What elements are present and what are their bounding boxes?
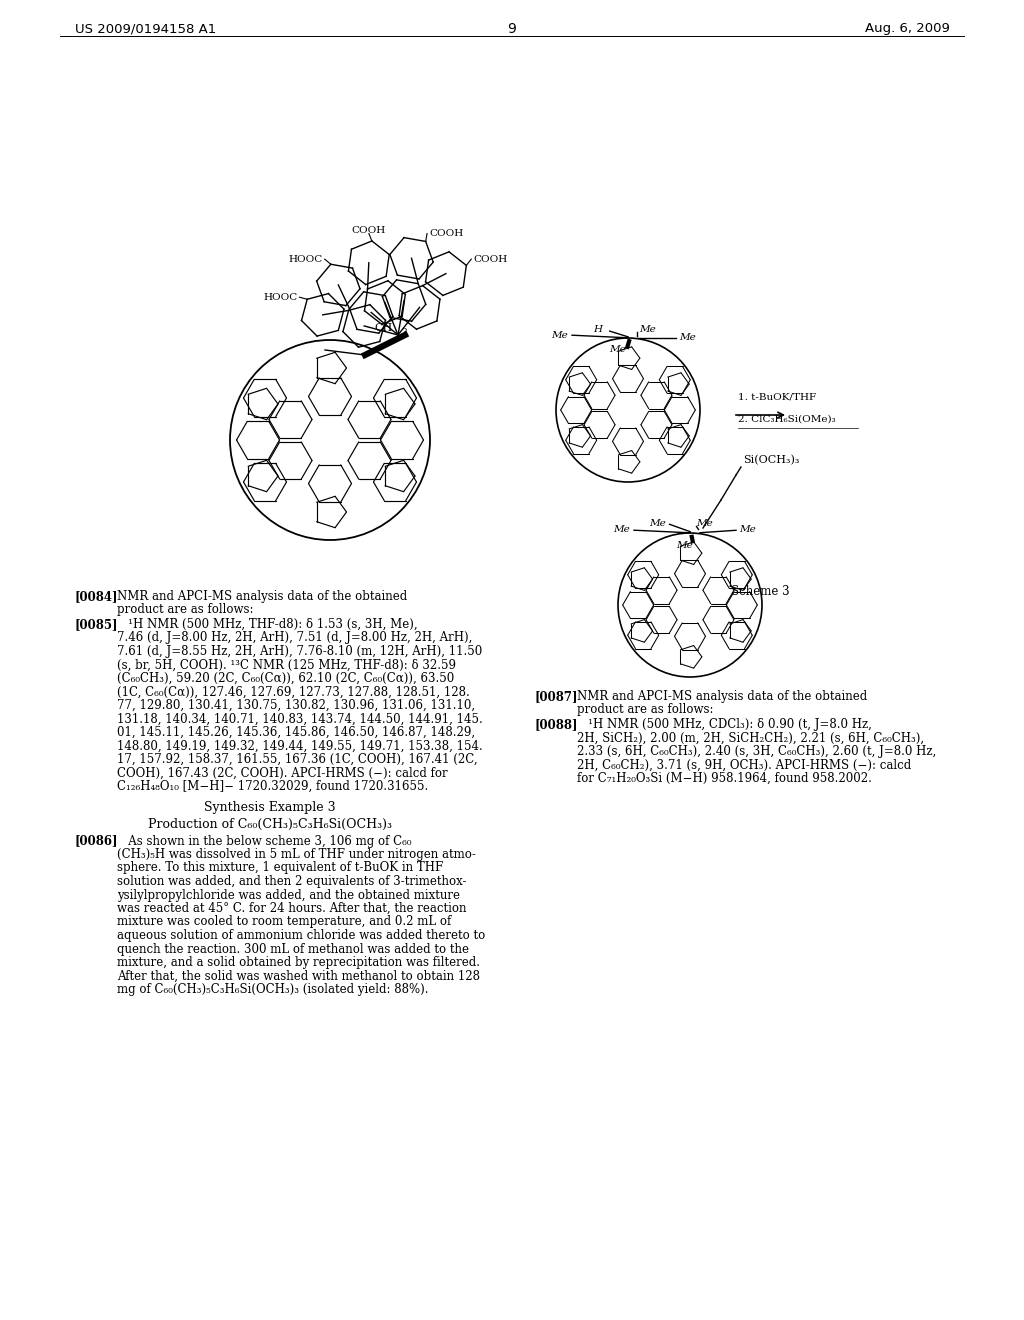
Text: As shown in the below scheme 3, 106 mg of C₆₀: As shown in the below scheme 3, 106 mg o… <box>117 834 412 847</box>
Text: Me: Me <box>649 519 667 528</box>
Text: [0084]: [0084] <box>75 590 119 603</box>
Text: 17, 157.92, 158.37, 161.55, 167.36 (1C, COOH), 167.41 (2C,: 17, 157.92, 158.37, 161.55, 167.36 (1C, … <box>117 752 477 766</box>
Text: 01, 145.11, 145.26, 145.36, 145.86, 146.50, 146.87, 148.29,: 01, 145.11, 145.26, 145.36, 145.86, 146.… <box>117 726 475 739</box>
Text: 2. ClC₃H₆Si(OMe)₃: 2. ClC₃H₆Si(OMe)₃ <box>738 414 836 424</box>
Text: mixture was cooled to room temperature, and 0.2 mL of: mixture was cooled to room temperature, … <box>117 916 452 928</box>
Text: 148.80, 149.19, 149.32, 149.44, 149.55, 149.71, 153.38, 154.: 148.80, 149.19, 149.32, 149.44, 149.55, … <box>117 739 482 752</box>
Text: solution was added, and then 2 equivalents of 3-trimethox-: solution was added, and then 2 equivalen… <box>117 875 467 888</box>
Text: NMR and APCI-MS analysis data of the obtained: NMR and APCI-MS analysis data of the obt… <box>577 690 867 704</box>
Text: Me: Me <box>739 525 757 535</box>
Text: 2H, C₆₀CH₂), 3.71 (s, 9H, OCH₃). APCI-HRMS (−): calcd: 2H, C₆₀CH₂), 3.71 (s, 9H, OCH₃). APCI-HR… <box>577 759 911 771</box>
Text: Me: Me <box>609 346 627 355</box>
Text: ysilylpropylchloride was added, and the obtained mixture: ysilylpropylchloride was added, and the … <box>117 888 460 902</box>
Text: (1C, C₆₀(Cα)), 127.46, 127.69, 127.73, 127.88, 128.51, 128.: (1C, C₆₀(Cα)), 127.46, 127.69, 127.73, 1… <box>117 685 470 698</box>
Text: Aug. 6, 2009: Aug. 6, 2009 <box>865 22 950 36</box>
Text: (C₆₀CH₃), 59.20 (2C, C₆₀(Cα)), 62.10 (2C, C₆₀(Cα)), 63.50: (C₆₀CH₃), 59.20 (2C, C₆₀(Cα)), 62.10 (2C… <box>117 672 455 685</box>
Text: mixture, and a solid obtained by reprecipitation was filtered.: mixture, and a solid obtained by repreci… <box>117 956 480 969</box>
Text: for C₇₁H₂₀O₃Si (M−H) 958.1964, found 958.2002.: for C₇₁H₂₀O₃Si (M−H) 958.1964, found 958… <box>577 772 871 785</box>
Text: quench the reaction. 300 mL of methanol was added to the: quench the reaction. 300 mL of methanol … <box>117 942 469 956</box>
Text: CH: CH <box>375 323 393 333</box>
Text: Scheme 3: Scheme 3 <box>731 585 790 598</box>
Text: 131.18, 140.34, 140.71, 140.83, 143.74, 144.50, 144.91, 145.: 131.18, 140.34, 140.71, 140.83, 143.74, … <box>117 713 482 726</box>
Text: sphere. To this mixture, 1 equivalent of t-BuOK in THF: sphere. To this mixture, 1 equivalent of… <box>117 862 443 874</box>
Text: HOOC: HOOC <box>263 293 297 302</box>
Text: Me: Me <box>613 525 631 535</box>
Text: 1. t-BuOK/THF: 1. t-BuOK/THF <box>738 393 816 403</box>
Text: 3: 3 <box>401 327 407 337</box>
Text: aqueous solution of ammonium chloride was added thereto to: aqueous solution of ammonium chloride wa… <box>117 929 485 942</box>
Text: (s, br, 5H, COOH). ¹³C NMR (125 MHz, THF-d8): δ 32.59: (s, br, 5H, COOH). ¹³C NMR (125 MHz, THF… <box>117 659 456 672</box>
Text: C₁₂₆H₄₈O₁₀ [M−H]− 1720.32029, found 1720.31655.: C₁₂₆H₄₈O₁₀ [M−H]− 1720.32029, found 1720… <box>117 780 428 793</box>
Text: 77, 129.80, 130.41, 130.75, 130.82, 130.96, 131.06, 131.10,: 77, 129.80, 130.41, 130.75, 130.82, 130.… <box>117 700 475 711</box>
Text: Me: Me <box>696 519 714 528</box>
Text: 7.61 (d, J=8.55 Hz, 2H, ArH), 7.76-8.10 (m, 12H, ArH), 11.50: 7.61 (d, J=8.55 Hz, 2H, ArH), 7.76-8.10 … <box>117 645 482 657</box>
Text: (CH₃)₅H was dissolved in 5 mL of THF under nitrogen atmo-: (CH₃)₅H was dissolved in 5 mL of THF und… <box>117 847 476 861</box>
Text: US 2009/0194158 A1: US 2009/0194158 A1 <box>75 22 216 36</box>
Text: ¹H NMR (500 MHz, CDCl₃): δ 0.90 (t, J=8.0 Hz,: ¹H NMR (500 MHz, CDCl₃): δ 0.90 (t, J=8.… <box>577 718 871 731</box>
Text: Me: Me <box>552 330 568 339</box>
Text: After that, the solid was washed with methanol to obtain 128: After that, the solid was washed with me… <box>117 969 480 982</box>
Text: product are as follows:: product are as follows: <box>577 704 714 717</box>
Text: Production of C₆₀(CH₃)₅C₃H₆Si(OCH₃)₃: Production of C₆₀(CH₃)₅C₃H₆Si(OCH₃)₃ <box>148 818 392 832</box>
Text: COOH: COOH <box>473 255 508 264</box>
Text: Me: Me <box>680 334 696 342</box>
Text: COOH), 167.43 (2C, COOH). APCI-HRMS (−): calcd for: COOH), 167.43 (2C, COOH). APCI-HRMS (−):… <box>117 767 447 780</box>
Text: Me: Me <box>677 540 693 549</box>
Text: ¹H NMR (500 MHz, THF-d8): δ 1.53 (s, 3H, Me),: ¹H NMR (500 MHz, THF-d8): δ 1.53 (s, 3H,… <box>117 618 418 631</box>
Text: mg of C₆₀(CH₃)₅C₃H₆Si(OCH₃)₃ (isolated yield: 88%).: mg of C₆₀(CH₃)₅C₃H₆Si(OCH₃)₃ (isolated y… <box>117 983 428 997</box>
Text: [0085]: [0085] <box>75 618 119 631</box>
Text: COOH: COOH <box>352 226 386 235</box>
Text: Si(OCH₃)₃: Si(OCH₃)₃ <box>743 454 800 465</box>
Text: was reacted at 45° C. for 24 hours. After that, the reaction: was reacted at 45° C. for 24 hours. Afte… <box>117 902 467 915</box>
Text: product are as follows:: product are as follows: <box>117 603 254 616</box>
Text: HOOC: HOOC <box>289 255 323 264</box>
Text: Synthesis Example 3: Synthesis Example 3 <box>204 801 336 814</box>
Text: NMR and APCI-MS analysis data of the obtained: NMR and APCI-MS analysis data of the obt… <box>117 590 408 603</box>
Text: 2H, SiCH₂), 2.00 (m, 2H, SiCH₂CH₂), 2.21 (s, 6H, C₆₀CH₃),: 2H, SiCH₂), 2.00 (m, 2H, SiCH₂CH₂), 2.21… <box>577 731 924 744</box>
Text: 7.46 (d, J=8.00 Hz, 2H, ArH), 7.51 (d, J=8.00 Hz, 2H, ArH),: 7.46 (d, J=8.00 Hz, 2H, ArH), 7.51 (d, J… <box>117 631 472 644</box>
Text: [0086]: [0086] <box>75 834 119 847</box>
Text: COOH: COOH <box>429 230 463 238</box>
Text: [0088]: [0088] <box>535 718 579 731</box>
Text: H: H <box>594 326 602 334</box>
Text: 9: 9 <box>508 22 516 36</box>
Text: [0087]: [0087] <box>535 690 579 704</box>
Text: 2.33 (s, 6H, C₆₀CH₃), 2.40 (s, 3H, C₆₀CH₃), 2.60 (t, J=8.0 Hz,: 2.33 (s, 6H, C₆₀CH₃), 2.40 (s, 3H, C₆₀CH… <box>577 744 936 758</box>
Text: Me: Me <box>640 326 656 334</box>
